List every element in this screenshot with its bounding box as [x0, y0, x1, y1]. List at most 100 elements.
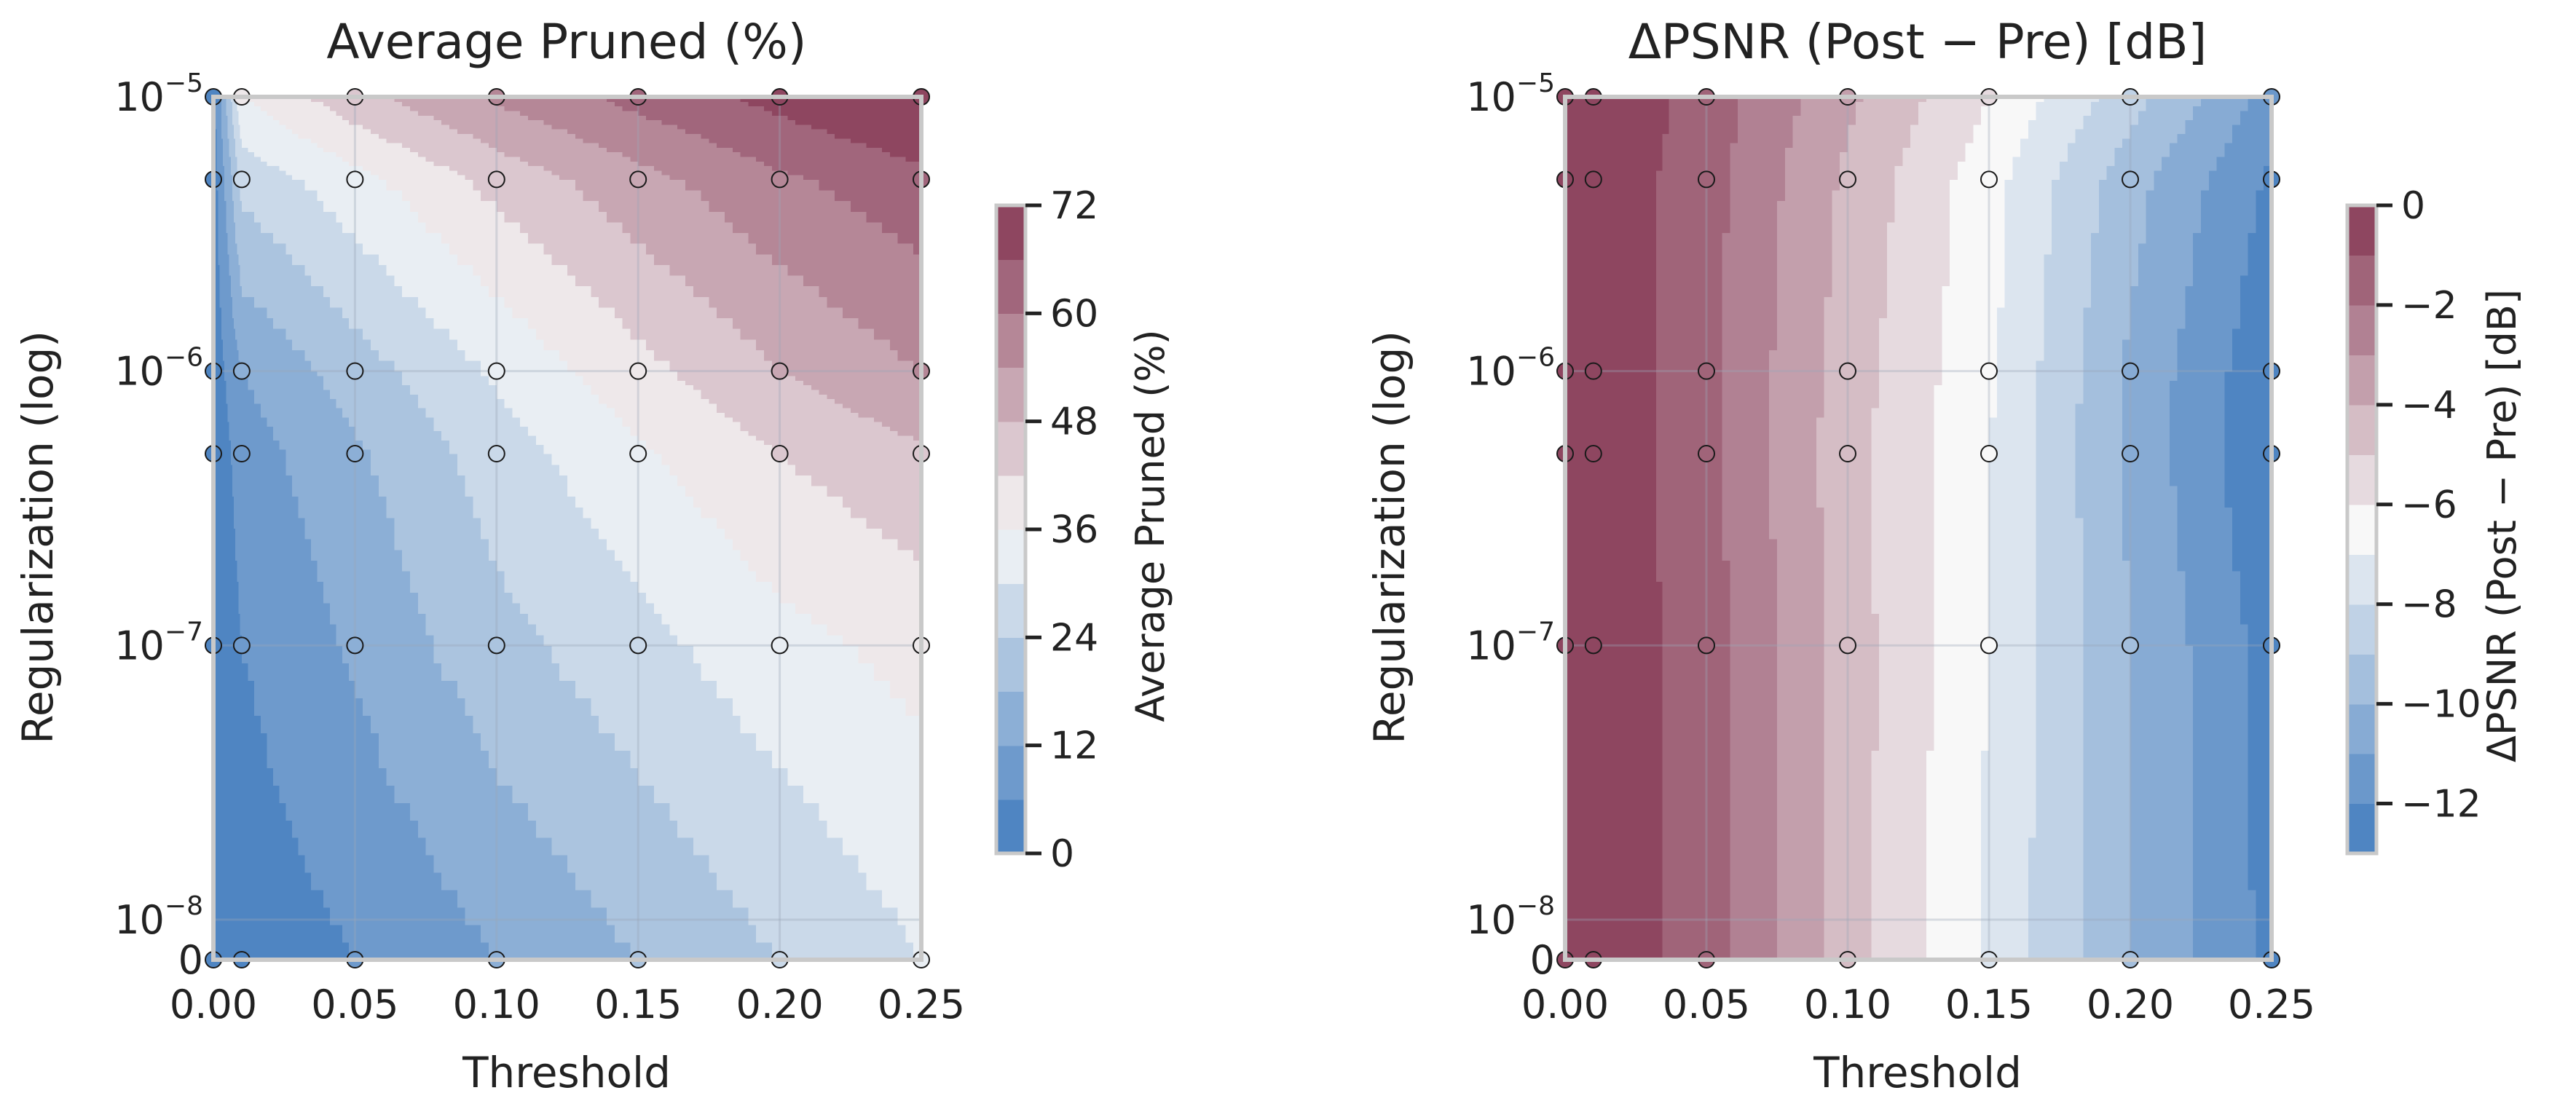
contour-cell [227, 444, 230, 450]
contour-cell [748, 942, 757, 960]
contour-cell [267, 408, 274, 413]
contour-cell [238, 820, 241, 838]
contour-cell [219, 855, 222, 873]
contour-cell [240, 680, 243, 698]
contour-cell [234, 872, 236, 891]
contour-cell [363, 925, 371, 943]
contour-cell [882, 663, 891, 681]
contour-cell [223, 412, 225, 418]
contour-cell [858, 942, 867, 960]
contour-cell [677, 517, 686, 529]
contour-cell [323, 663, 331, 681]
contour-cell [614, 634, 623, 646]
contour-cell [638, 715, 647, 733]
contour-cell [223, 715, 225, 733]
contour-cell [835, 624, 843, 636]
contour-cell [889, 528, 899, 540]
contour-cell [240, 517, 243, 529]
contour-cell [394, 837, 403, 856]
contour-cell [219, 430, 222, 436]
contour-cell [378, 581, 387, 593]
contour-cell [216, 417, 219, 422]
contour-cell [298, 750, 305, 768]
contour-cell [355, 464, 363, 475]
contour-cell [378, 408, 387, 413]
contour-cell [336, 426, 343, 432]
contour-cell [216, 403, 219, 408]
contour-cell [394, 680, 403, 698]
contour-cell [473, 602, 481, 614]
contour-cell [292, 767, 299, 786]
contour-cell [317, 398, 324, 404]
contour-cell [543, 485, 552, 497]
contour-cell [551, 645, 560, 663]
contour-cell [227, 890, 230, 908]
contour-cell [235, 663, 237, 681]
contour-cell [348, 398, 355, 404]
contour-cell [504, 581, 513, 593]
contour-cell [221, 435, 224, 441]
contour-cell [241, 422, 249, 427]
contour-cell [567, 733, 576, 751]
contour-cell [227, 733, 230, 751]
contour-cell [803, 613, 812, 625]
contour-cell [732, 855, 741, 873]
contour-cell [709, 750, 717, 768]
contour-cell [473, 581, 481, 593]
contour-cell [234, 750, 236, 768]
contour-cell [835, 680, 843, 698]
contour-cell [677, 715, 686, 733]
contour-cell [528, 570, 537, 583]
contour-cell [221, 837, 224, 856]
contour-cell [224, 560, 227, 572]
contour-cell [298, 698, 305, 716]
contour-cell [285, 412, 293, 418]
contour-cell [819, 750, 827, 768]
contour-cell [622, 496, 631, 508]
contour-cell [779, 645, 788, 663]
contour-cell [260, 430, 267, 436]
contour-cell [215, 507, 217, 518]
contour-cell [740, 837, 749, 856]
contour-cell [230, 560, 233, 572]
contour-cell [304, 750, 312, 768]
contour-cell [323, 634, 331, 646]
contour-cell [874, 733, 883, 751]
contour-cell [304, 613, 312, 625]
contour-cell [669, 485, 678, 497]
contour-cell [402, 613, 411, 625]
contour-cell [512, 430, 521, 436]
contour-cell [348, 907, 355, 925]
contour-cell [559, 454, 568, 465]
contour-cell [394, 907, 403, 925]
contour-cell [221, 422, 224, 427]
contour-cell [535, 444, 545, 450]
contour-cell [803, 767, 812, 786]
contour-cell [685, 890, 694, 908]
contour-cell [254, 449, 261, 454]
contour-cell [310, 517, 318, 529]
contour-cell [221, 464, 224, 475]
contour-cell [402, 454, 411, 465]
contour-cell [764, 507, 773, 518]
contour-cell [402, 417, 411, 422]
contour-cell [219, 517, 222, 529]
contour-cell [528, 890, 537, 908]
contour-cell [771, 663, 781, 681]
contour-cell [304, 645, 312, 663]
contour-cell [646, 560, 655, 572]
contour-cell [215, 408, 217, 413]
contour-cell [342, 507, 350, 518]
contour-cell [329, 663, 336, 681]
contour-cell [433, 942, 442, 960]
contour-cell [226, 680, 229, 698]
contour-cell [342, 592, 350, 604]
contour-cell [811, 602, 820, 614]
contour-cell [218, 549, 221, 561]
contour-cell [230, 820, 233, 838]
contour-cell [232, 517, 235, 529]
contour-cell [279, 517, 286, 529]
contour-cell [685, 549, 694, 561]
contour-cell [771, 820, 781, 838]
contour-cell [279, 645, 286, 663]
